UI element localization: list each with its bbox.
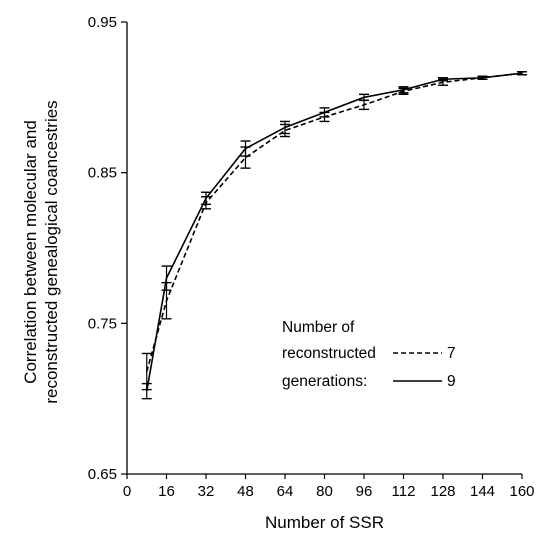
x-tick-label-128: 128 — [430, 483, 455, 500]
legend-title-line-3: generations: — [282, 373, 367, 390]
x-tick-label-16: 16 — [158, 483, 175, 500]
y-axis-title-line-2: reconstructed genealogical coancestries — [42, 100, 61, 403]
x-axis-title: Number of SSR — [265, 513, 384, 532]
y-axis-ticks: 0.65 0.75 0.85 0.95 — [88, 14, 127, 483]
legend-label-series-7: 7 — [447, 345, 456, 362]
x-axis-ticks: 0 16 32 48 64 80 96 112 128 144 160 — [123, 474, 535, 500]
x-tick-label-48: 48 — [237, 483, 254, 500]
y-axis-title-line-1: Correlation between molecular and — [21, 120, 40, 384]
legend: Number of reconstructed generations: 7 9 — [282, 319, 456, 390]
x-tick-label-96: 96 — [356, 483, 373, 500]
series-layer — [141, 71, 527, 400]
y-tick-label-0: 0.65 — [88, 466, 117, 483]
x-tick-label-112: 112 — [392, 483, 416, 500]
legend-title-line-2: reconstructed — [282, 345, 376, 362]
x-tick-label-144: 144 — [470, 483, 495, 500]
axes — [126, 22, 522, 475]
series-line-9 — [145, 72, 523, 392]
series-9 — [141, 71, 527, 400]
legend-title-line-1: Number of — [282, 319, 355, 336]
x-tick-label-64: 64 — [277, 483, 294, 500]
x-tick-label-160: 160 — [509, 483, 534, 500]
x-tick-label-0: 0 — [123, 483, 131, 500]
y-tick-label-1: 0.75 — [88, 315, 117, 332]
legend-label-series-9: 9 — [447, 373, 456, 390]
series-7 — [141, 71, 527, 391]
y-tick-label-2: 0.85 — [88, 165, 117, 182]
x-tick-label-32: 32 — [198, 483, 215, 500]
x-tick-label-80: 80 — [316, 483, 333, 500]
y-tick-label-3: 0.95 — [88, 14, 117, 31]
